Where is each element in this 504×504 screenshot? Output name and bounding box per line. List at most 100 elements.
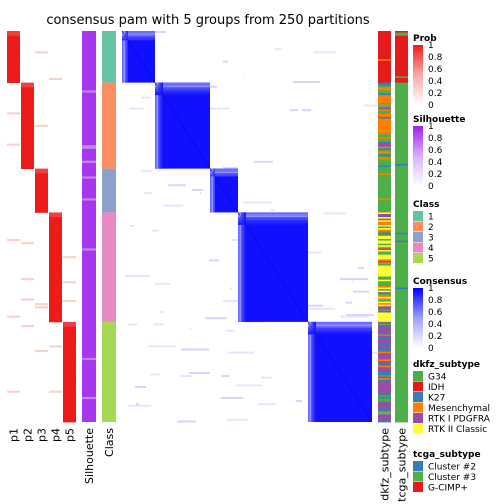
prob-cell — [49, 246, 62, 249]
dkfz-subtype-cell — [378, 370, 391, 373]
dkfz-subtype-cell — [378, 176, 391, 179]
prob-cell — [21, 115, 34, 118]
consensus-edge — [238, 215, 308, 218]
legend-title-tcga_subtype: tcga_subtype — [413, 450, 481, 460]
prob-cell — [63, 382, 76, 385]
dkfz-subtype-cell — [378, 254, 391, 257]
dkfz-subtype-cell — [378, 159, 391, 162]
tcga-subtype-cell — [395, 38, 408, 41]
dkfz-subtype-cell — [378, 224, 391, 227]
consensus-edge — [211, 168, 212, 213]
prob-cell — [21, 278, 34, 281]
dkfz-subtype-cell — [378, 82, 391, 85]
dkfz-subtype-cell — [378, 240, 391, 243]
tcga-subtype-cell — [395, 220, 408, 223]
consensus-noise — [129, 107, 144, 110]
tcga-subtype-cell — [395, 362, 408, 365]
prob-cell — [21, 120, 34, 123]
prob-cell — [7, 79, 20, 82]
prob-cell — [21, 160, 34, 163]
consensus-edge — [308, 328, 372, 330]
consensus-noise — [324, 212, 346, 215]
prob-cell — [63, 404, 76, 407]
dkfz-subtype-cell — [378, 235, 391, 238]
consensus-edge — [124, 31, 125, 83]
tcga-subtype-cell — [395, 367, 408, 370]
tcga-subtype-cell — [395, 146, 408, 149]
prob-cell — [63, 346, 76, 349]
dkfz-subtype-cell — [378, 411, 391, 414]
dkfz-subtype-cell — [378, 367, 391, 370]
dkfz-subtype-cell — [378, 303, 391, 306]
legend-label: K27 — [428, 394, 445, 404]
dkfz-subtype-cell — [378, 138, 391, 141]
tcga-subtype-cell — [395, 309, 408, 312]
tcga-subtype-cell — [395, 123, 408, 126]
prob-cell — [35, 187, 48, 190]
dkfz-subtype-cell — [378, 251, 391, 254]
consensus-edge — [158, 82, 159, 169]
consensus-edge — [245, 212, 246, 322]
prob-cell — [7, 239, 20, 242]
consensus-noise — [270, 209, 275, 212]
prob-cell — [49, 274, 62, 277]
tcga-subtype-cell — [395, 85, 408, 88]
prob-cell — [21, 142, 34, 145]
prob-cell — [35, 196, 48, 199]
prob-cell — [35, 182, 48, 185]
dkfz-subtype-cell — [378, 154, 391, 157]
prob-cell — [63, 415, 76, 418]
consensus-edge — [238, 221, 308, 224]
legend-label: 0.2 — [428, 170, 442, 180]
consensus-noise — [148, 345, 176, 348]
tcga-subtype-cell — [395, 323, 408, 326]
tcga-subtype-cell — [395, 398, 408, 401]
dkfz-subtype-cell — [378, 395, 391, 398]
prob-cell — [63, 281, 76, 284]
tcga-subtype-cell — [395, 325, 408, 327]
tcga-subtype-cell — [395, 357, 408, 360]
dkfz-subtype-cell — [378, 406, 391, 409]
dkfz-subtype-cell — [378, 126, 391, 129]
dkfz-subtype-cell — [378, 386, 391, 388]
tcga-subtype-cell — [395, 417, 408, 420]
dkfz-subtype-cell — [378, 70, 391, 73]
column-label-p4: p4 — [50, 428, 63, 442]
consensus-edge — [238, 212, 308, 214]
dkfz-subtype-cell — [378, 217, 391, 220]
consensus-edge — [155, 82, 156, 169]
consensus-edge — [313, 321, 314, 422]
prob-cell — [49, 226, 62, 229]
consensus-noise — [200, 192, 201, 195]
prob-cell — [63, 371, 76, 374]
prob-cell — [35, 171, 48, 174]
dkfz-subtype-cell — [378, 332, 391, 335]
prob-cell — [21, 298, 34, 301]
consensus-edge — [155, 90, 210, 92]
dkfz-subtype-cell — [378, 110, 391, 113]
consensus-noise — [340, 278, 368, 281]
dkfz-subtype-cell — [378, 152, 391, 155]
prob-cell — [63, 373, 76, 376]
consensus-noise — [343, 315, 369, 318]
prob-cell — [63, 337, 76, 340]
legend-label: G-CIMP+ — [428, 484, 468, 494]
consensus-edge — [238, 218, 308, 221]
tcga-subtype-cell — [395, 165, 408, 168]
consensus-noise — [305, 304, 323, 307]
tcga-subtype-cell — [395, 265, 408, 268]
tcga-subtype-cell — [395, 339, 408, 342]
tcga-subtype-cell — [395, 201, 408, 204]
column-labels: p1 p2 p3 p4 p5 Silhouette Class dkfz_subtype tcg… — [8, 428, 409, 502]
tcga-subtype-cell — [395, 104, 408, 107]
prob-cell — [21, 93, 34, 96]
prob-cell — [21, 110, 34, 113]
dkfz-subtype-cell — [378, 320, 391, 323]
dkfz-subtype-cell — [378, 364, 391, 367]
prob-cell — [7, 65, 20, 68]
tcga-subtype-cell — [395, 296, 408, 299]
consensus-noise — [177, 420, 196, 423]
dkfz-subtype-cell — [378, 196, 391, 199]
prob-cell — [49, 295, 62, 298]
tcga-subtype-cell — [395, 392, 408, 395]
